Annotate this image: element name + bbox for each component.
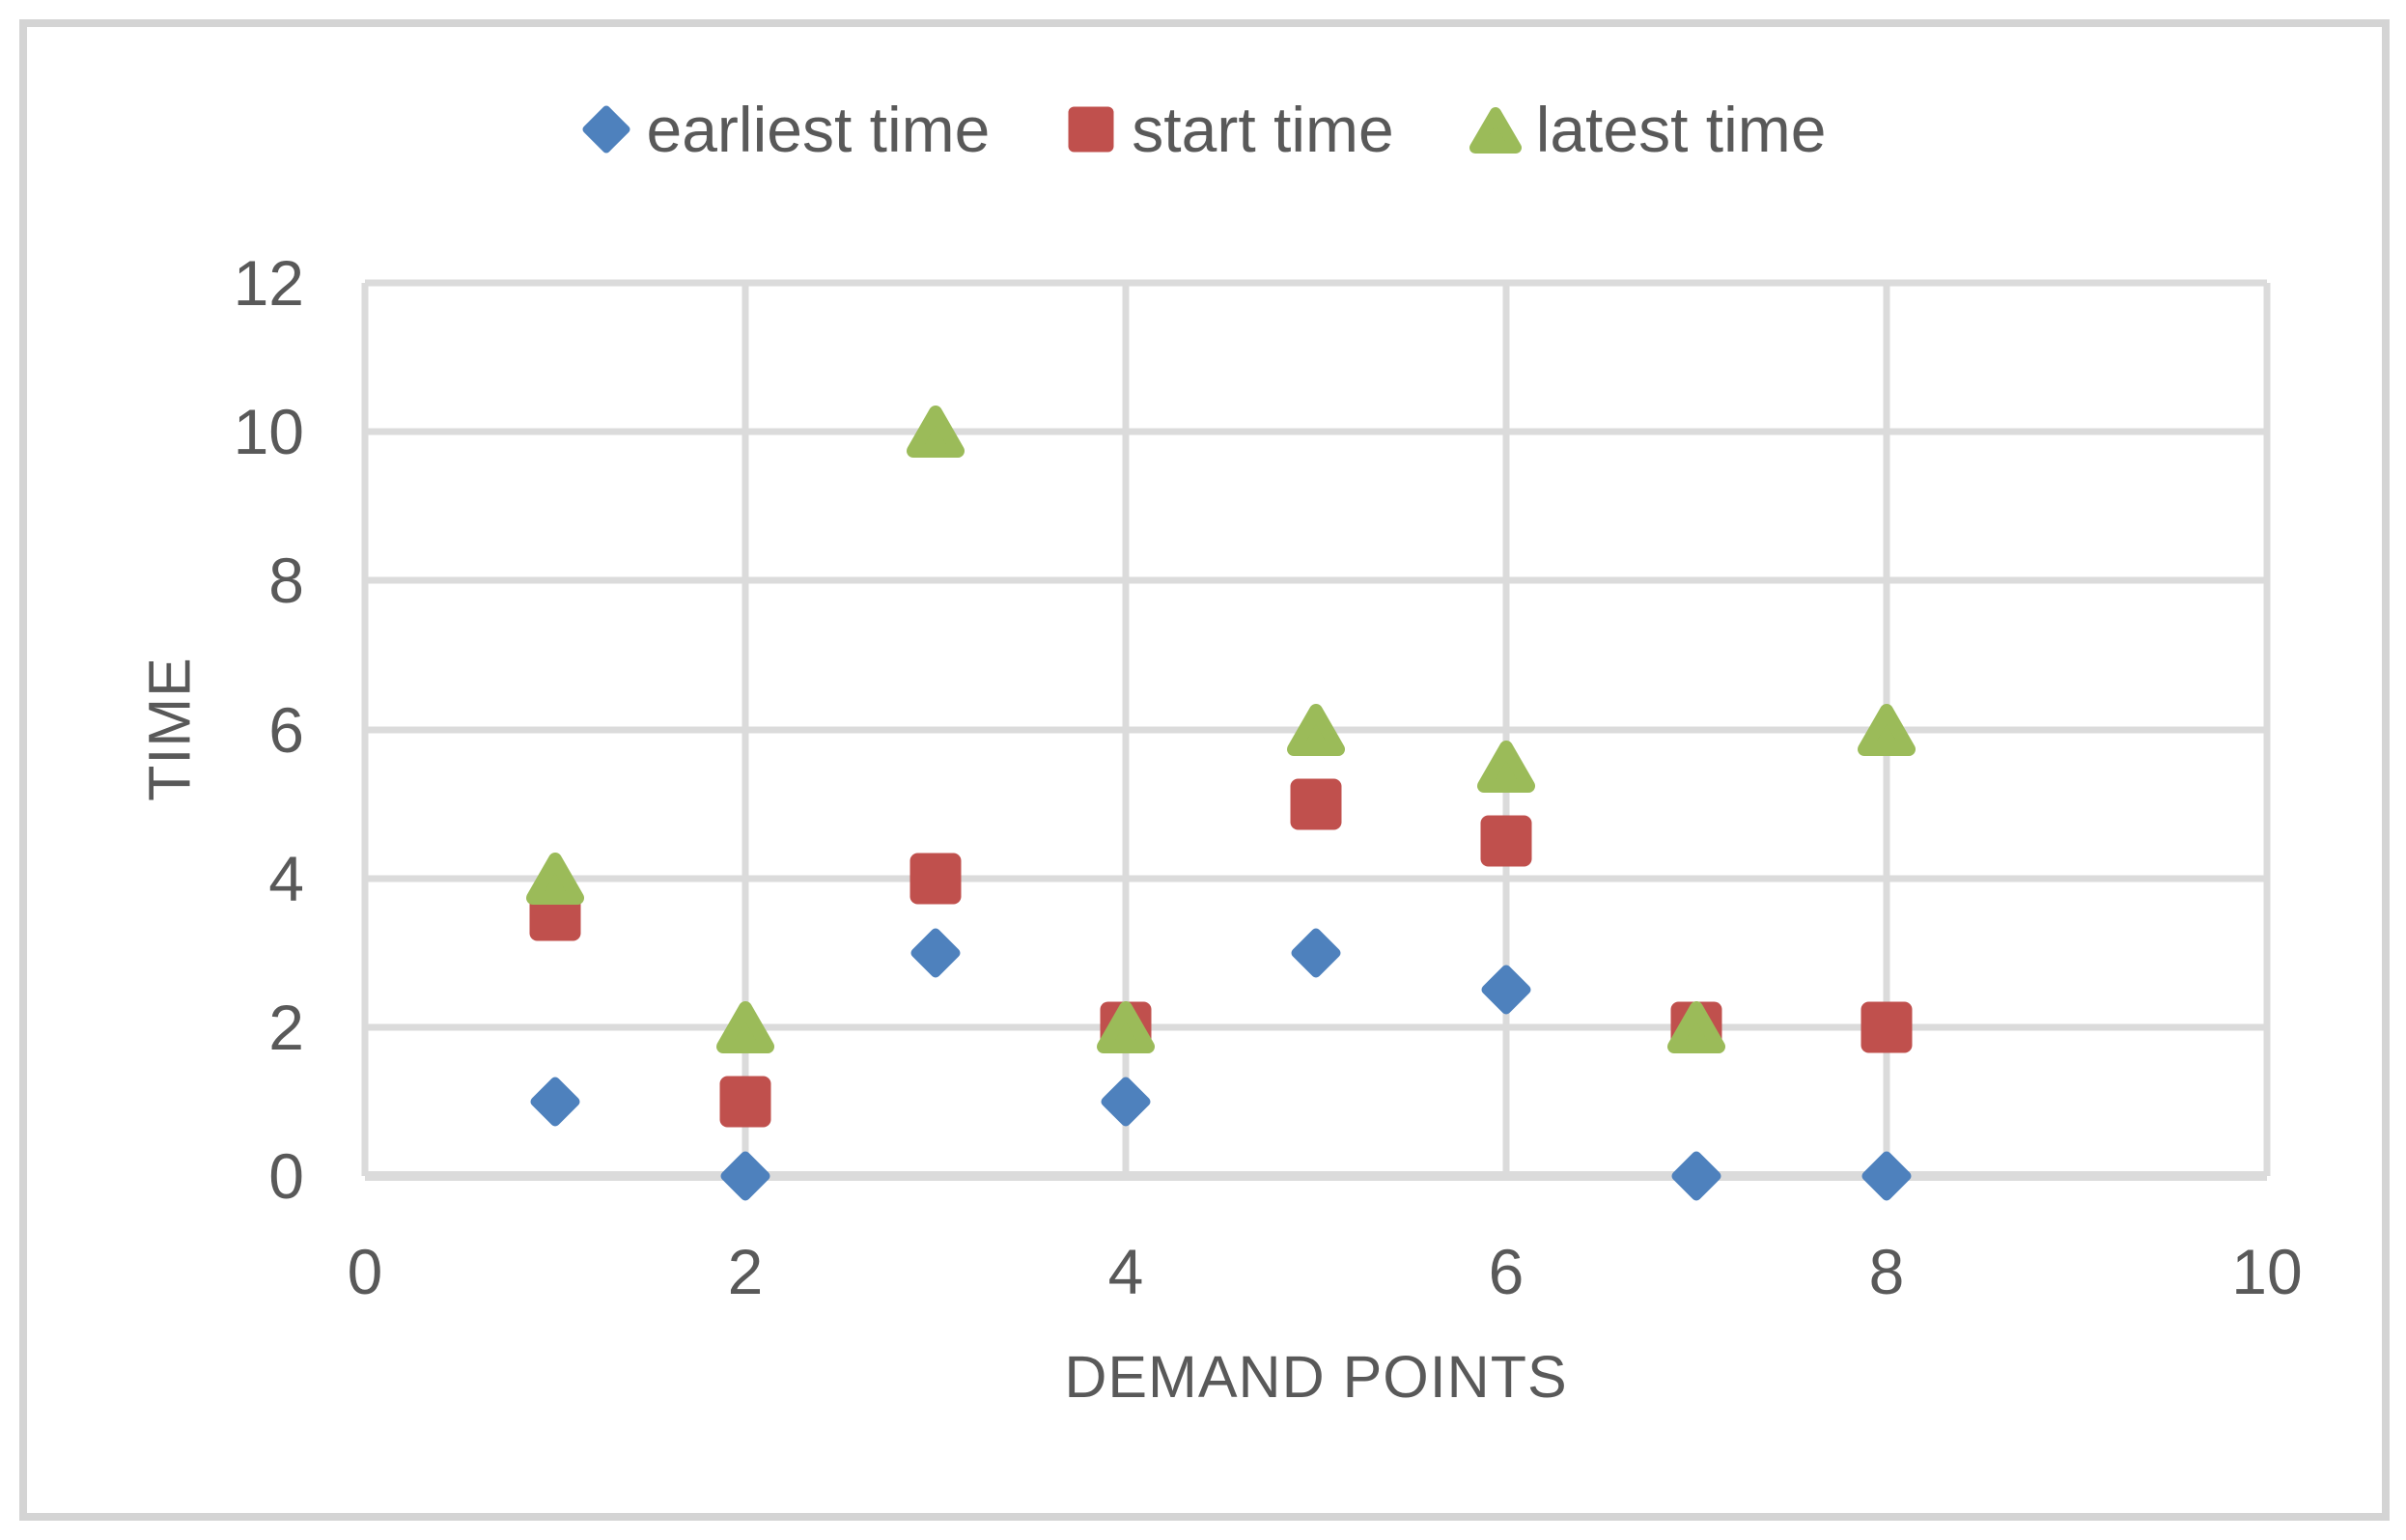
triangle-marker-icon (907, 406, 965, 459)
figure-border (19, 19, 2390, 1521)
vertical-gridline (1122, 283, 1130, 1176)
y-tick-label: 6 (268, 693, 304, 766)
y-tick-label: 2 (268, 991, 304, 1063)
marker-latest-time (716, 1000, 774, 1053)
legend-item-start-time: start time (1065, 94, 1394, 165)
square-marker-icon (1290, 778, 1342, 830)
triangle-marker-icon (716, 1000, 774, 1053)
marker-start-time (1860, 1001, 1913, 1053)
square-marker-icon (1860, 1001, 1913, 1053)
marker-start-time (909, 853, 962, 905)
triangle-marker-icon (1477, 741, 1535, 794)
legend-item-latest-time: latest time (1469, 94, 1827, 165)
marker-latest-time (907, 406, 965, 459)
marker-latest-time (1667, 1000, 1725, 1053)
diamond-marker-icon (1289, 926, 1343, 980)
legend-marker-box (580, 103, 632, 155)
x-tick-label: 2 (727, 1236, 764, 1307)
triangle-marker-icon (1858, 703, 1916, 756)
diamond-marker-icon (718, 1149, 772, 1203)
marker-start-time (1480, 815, 1532, 867)
horizontal-gridline (365, 279, 2267, 287)
legend-item-earliest-time: earliest time (580, 94, 991, 165)
x-tick-label: 4 (1107, 1236, 1144, 1307)
diamond-marker-icon (909, 926, 963, 980)
marker-latest-time (1858, 703, 1916, 756)
x-axis-line (365, 1171, 2267, 1181)
x-axis-title: DEMAND POINTS (1064, 1344, 1568, 1410)
marker-earliest-time (1099, 1075, 1153, 1129)
marker-earliest-time (1860, 1149, 1914, 1203)
marker-start-time (719, 1076, 771, 1128)
marker-start-time (1290, 778, 1342, 830)
legend-marker-box (1065, 103, 1117, 155)
triangle-marker-icon (1097, 1000, 1155, 1053)
x-tick-label: 0 (347, 1236, 383, 1307)
diamond-marker-icon (528, 1075, 582, 1129)
y-tick-label: 10 (233, 396, 304, 468)
marker-earliest-time (528, 1075, 582, 1129)
horizontal-gridline (365, 1023, 2267, 1031)
diamond-marker-icon (1479, 963, 1533, 1017)
y-axis-line (361, 283, 369, 1176)
horizontal-gridline (365, 428, 2267, 435)
marker-earliest-time (718, 1149, 772, 1203)
marker-latest-time (1097, 1000, 1155, 1053)
chart-legend: earliest time start time latest time (0, 98, 2406, 161)
x-tick-label: 6 (1488, 1236, 1525, 1307)
diamond-marker-icon (1669, 1149, 1723, 1203)
square-marker-icon (909, 853, 962, 905)
y-tick-label: 4 (268, 842, 304, 914)
marker-latest-time (1287, 703, 1345, 756)
diamond-marker-icon (580, 103, 631, 155)
triangle-marker-icon (1469, 107, 1522, 154)
vertical-gridline (1502, 283, 1510, 1176)
legend-label: latest time (1535, 94, 1827, 165)
square-marker-icon (719, 1076, 771, 1128)
marker-latest-time (526, 852, 584, 905)
diamond-marker-icon (1860, 1149, 1914, 1203)
y-tick-label: 12 (233, 247, 304, 319)
plot-area (361, 279, 2271, 1203)
x-tick-label: 10 (2231, 1236, 2303, 1307)
y-tick-label: 0 (268, 1140, 304, 1212)
y-axis-title: TIME (136, 657, 203, 801)
legend-marker-box (1469, 103, 1522, 155)
square-marker-icon (1068, 106, 1114, 153)
marker-earliest-time (1669, 1149, 1723, 1203)
vertical-gridline (2263, 283, 2271, 1176)
horizontal-gridline (365, 576, 2267, 584)
triangle-marker-icon (1667, 1000, 1725, 1053)
marker-earliest-time (909, 926, 963, 980)
y-tick-label: 8 (268, 545, 304, 617)
marker-earliest-time (1289, 926, 1343, 980)
triangle-marker-icon (1287, 703, 1345, 756)
marker-earliest-time (1479, 963, 1533, 1017)
legend-label: start time (1132, 94, 1394, 165)
x-tick-label: 8 (1868, 1236, 1905, 1307)
triangle-marker-icon (526, 852, 584, 905)
horizontal-gridline (365, 875, 2267, 882)
vertical-gridline (741, 283, 749, 1176)
square-marker-icon (1480, 815, 1532, 867)
diamond-marker-icon (1099, 1075, 1153, 1129)
marker-latest-time (1477, 741, 1535, 794)
legend-label: earliest time (646, 94, 991, 165)
